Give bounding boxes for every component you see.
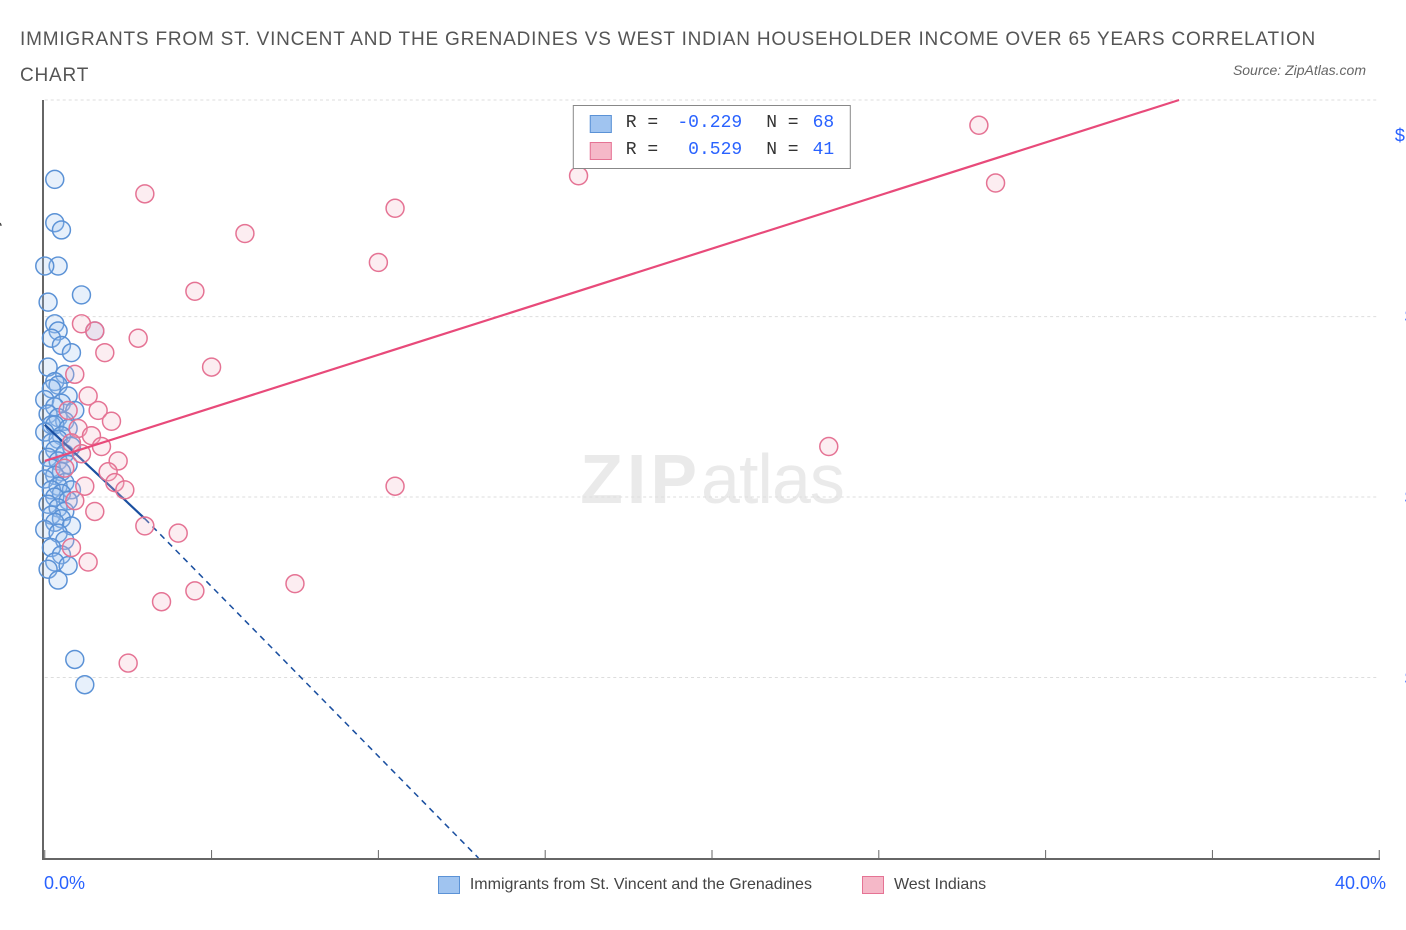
- stats-legend-row: R = -0.229 N = 68: [590, 110, 834, 137]
- series-legend-item: Immigrants from St. Vincent and the Gren…: [438, 876, 812, 894]
- y-tick-label: $50,000: [1390, 488, 1406, 509]
- legend-swatch: [590, 142, 612, 160]
- stats-legend: R = -0.229 N = 68 R = 0.529 N = 41: [573, 105, 851, 169]
- plot-area: ZIPatlas R =-0.229N =68R =0.529N =41 0.0…: [42, 100, 1380, 860]
- legend-swatch: [438, 876, 460, 894]
- y-tick-label: $25,000: [1390, 669, 1406, 690]
- series-legend-label: Immigrants from St. Vincent and the Gren…: [470, 876, 812, 894]
- legend-swatch: [862, 876, 884, 894]
- stats-legend-row: R = 0.529 N = 41: [590, 137, 834, 164]
- legend-r-label: R =: [626, 110, 658, 137]
- legend-r-value: 0.529: [672, 137, 742, 164]
- legend-r-label: R =: [626, 137, 658, 164]
- y-axis-label: Householder Income Over 65 years: [0, 187, 3, 440]
- legend-n-value: 68: [813, 110, 835, 137]
- legend-n-value: 41: [813, 137, 835, 164]
- legend-swatch: [590, 115, 612, 133]
- y-tick-label: $75,000: [1390, 307, 1406, 328]
- series-legend-label: West Indians: [894, 876, 986, 894]
- legend-n-label: N =: [766, 137, 798, 164]
- legend-n-label: N =: [766, 110, 798, 137]
- series-legend-item: West Indians: [862, 876, 986, 894]
- legend-r-value: -0.229: [672, 110, 742, 137]
- chart-svg: [44, 100, 1380, 858]
- series-legend: Immigrants from St. Vincent and the Gren…: [44, 876, 1380, 894]
- source-label: Source: ZipAtlas.com: [1233, 62, 1366, 78]
- y-tick-label: $100,000: [1390, 126, 1406, 147]
- chart-title: IMMIGRANTS FROM ST. VINCENT AND THE GREN…: [20, 22, 1386, 94]
- chart-container: IMMIGRANTS FROM ST. VINCENT AND THE GREN…: [0, 0, 1406, 930]
